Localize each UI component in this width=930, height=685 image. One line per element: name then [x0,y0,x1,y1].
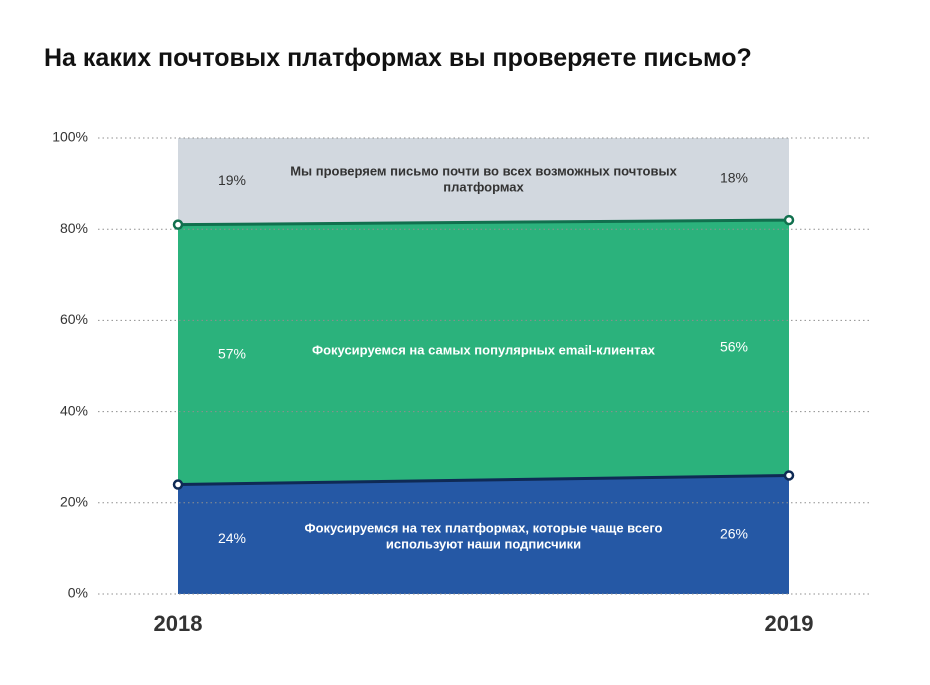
area-series-1 [178,475,789,594]
series-label: Фокусируемся на самых популярных email-к… [312,343,656,358]
y-tick-label: 40% [60,402,88,418]
y-tick-label: 100% [52,129,88,145]
x-tick-label: 2019 [765,611,814,636]
y-tick-label: 80% [60,220,88,236]
data-label: 24% [218,530,246,546]
series-boundary-line [177,473,790,487]
area-series-3 [178,138,789,225]
data-point-marker [172,219,184,230]
y-tick-label: 0% [68,585,88,601]
data-point-marker [783,470,795,481]
data-point-marker [172,479,184,490]
series-label: Фокусируемся на тех платформах, которые … [304,520,662,535]
data-label: 56% [720,338,748,354]
chart-title: На каких почтовых платформах вы проверяе… [44,44,752,72]
series-label: платформах [443,180,524,195]
data-label: 57% [218,345,246,361]
data-label: 19% [218,172,246,188]
data-point-marker [783,214,795,226]
x-tick-label: 2018 [154,611,203,636]
series-boundary-line [177,218,790,227]
series-label: используют наши подписчики [386,536,581,551]
y-tick-label: 20% [60,494,88,510]
area-series-2 [178,220,789,485]
series-label: Мы проверяем письмо почти во всех возмож… [290,164,677,179]
data-label: 18% [720,170,748,186]
data-label: 26% [720,525,748,541]
y-tick-label: 60% [60,311,88,327]
